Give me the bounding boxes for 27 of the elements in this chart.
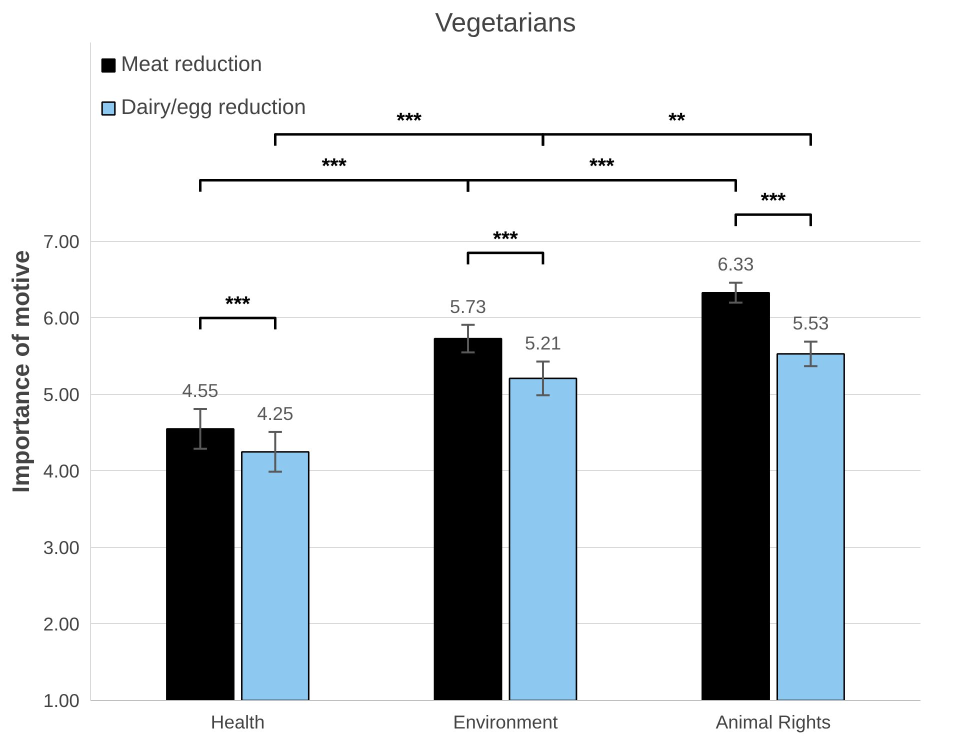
annotation: *** [589, 154, 616, 178]
data-label: 4.25 [257, 402, 294, 424]
y-tick-label: 1.00 [43, 690, 80, 711]
annotation: *** [225, 292, 251, 316]
chart-title: Vegetarians [435, 8, 576, 38]
annotation: ** [668, 108, 686, 132]
data-label: 5.53 [792, 312, 829, 334]
y-axis-title: Importance of motive [8, 250, 36, 493]
annotation: *** [493, 226, 519, 251]
data-label: 6.33 [718, 254, 754, 275]
y-tick-label: 5.00 [43, 384, 80, 405]
annotation: *** [396, 108, 422, 132]
y-tick-label: 3.00 [43, 536, 80, 558]
y-tick-label: 7.00 [43, 230, 80, 252]
x-tick-label: Environment [453, 712, 559, 732]
x-tick-label: Health [210, 712, 265, 732]
data-label: 4.55 [182, 380, 218, 401]
annotation: *** [322, 154, 348, 178]
legend-label: Meat reduction [121, 52, 262, 77]
y-tick-label: 6.00 [43, 307, 80, 328]
data-label: 5.21 [524, 332, 562, 354]
annotation: *** [760, 188, 786, 213]
data-label: 5.73 [450, 296, 486, 317]
x-tick-label: Animal Rights [716, 712, 831, 732]
legend-label: Dairy/egg reduction [121, 95, 306, 120]
y-tick-label: 2.00 [43, 613, 80, 634]
y-tick-label: 4.00 [43, 460, 80, 482]
